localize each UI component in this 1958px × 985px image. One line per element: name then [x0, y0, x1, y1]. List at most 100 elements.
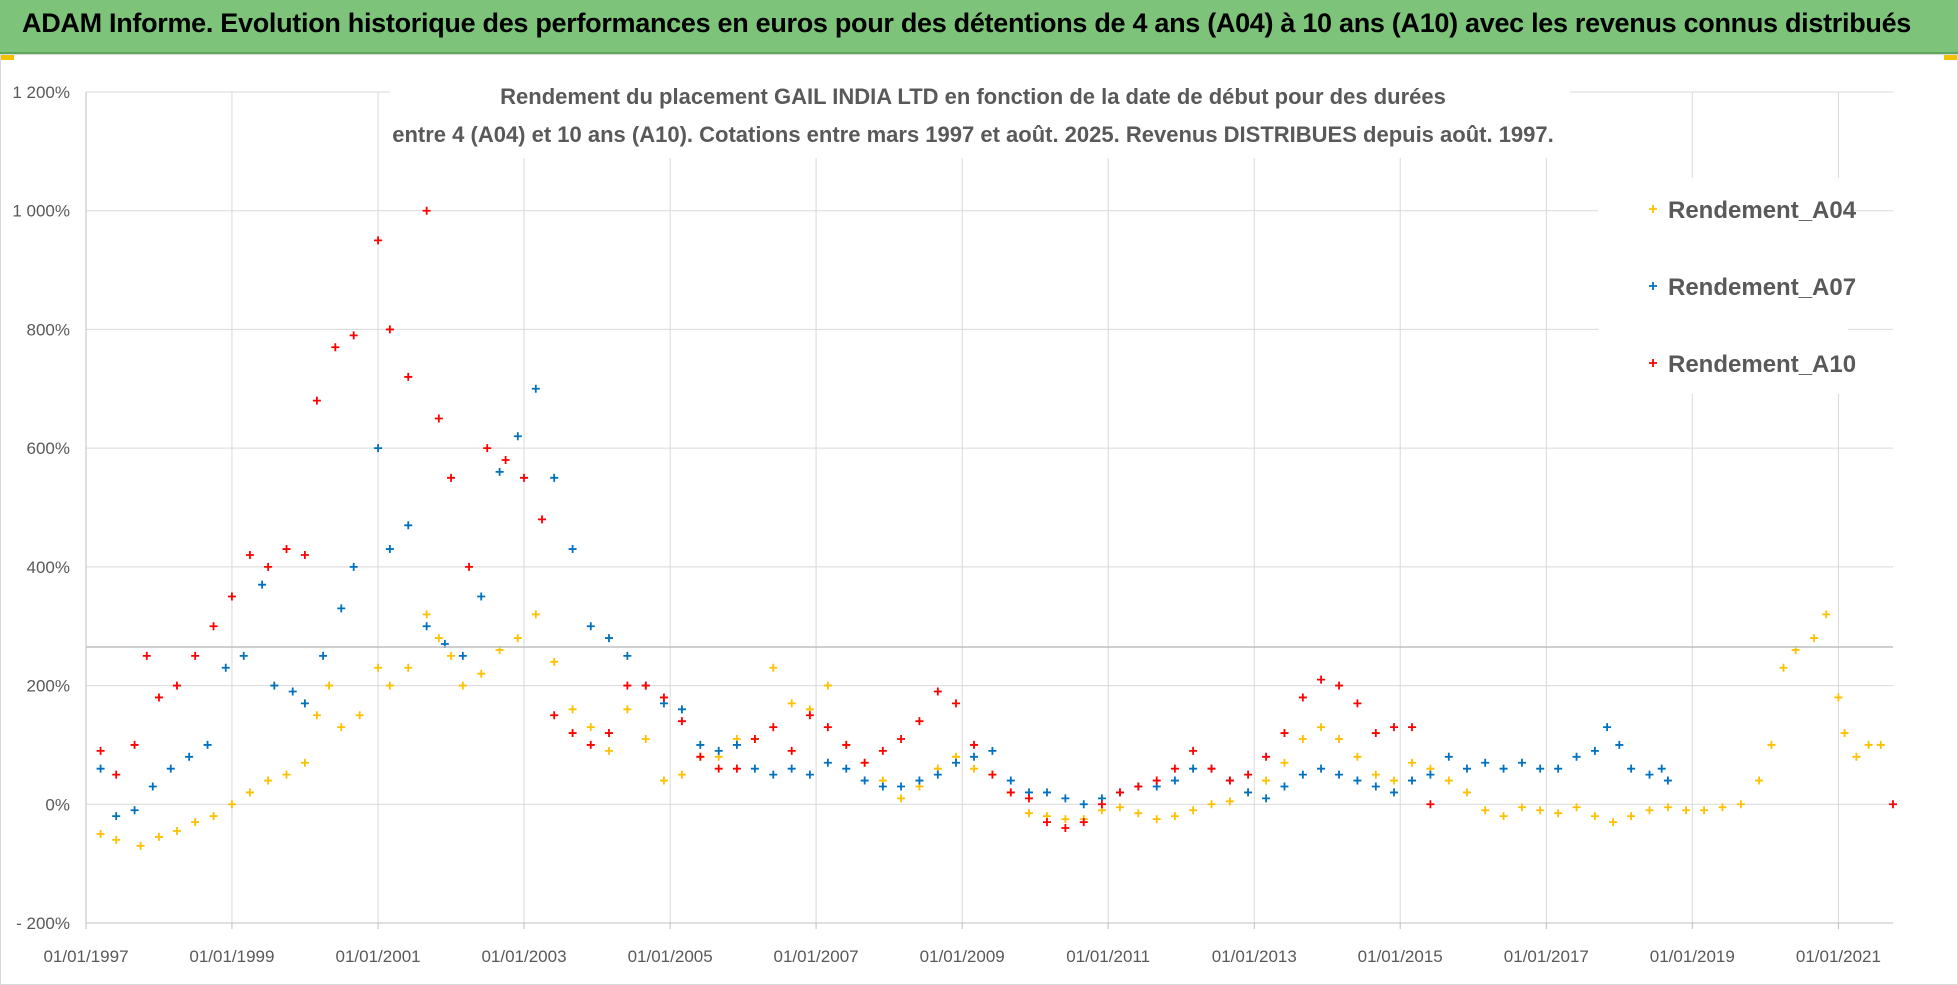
series-Rendement_A07: [96, 384, 1672, 821]
data-point: [258, 580, 267, 589]
data-point: [385, 325, 394, 334]
data-point: [1280, 729, 1289, 738]
data-point: [568, 729, 577, 738]
data-point: [477, 592, 486, 601]
data-point: [1317, 764, 1326, 773]
data-point: [1590, 746, 1599, 755]
data-point: [805, 770, 814, 779]
data-point: [1718, 803, 1727, 812]
data-point: [154, 693, 163, 702]
data-point: [300, 550, 309, 559]
data-point: [823, 723, 832, 732]
data-point: [769, 770, 778, 779]
data-point: [185, 752, 194, 761]
data-point: [1115, 788, 1124, 797]
data-point: [1152, 776, 1161, 785]
data-point: [1298, 734, 1307, 743]
data-point: [245, 550, 254, 559]
data-point: [1627, 812, 1636, 821]
data-point: [264, 562, 273, 571]
data-point: [96, 829, 105, 838]
y-tick-label: 400%: [27, 558, 70, 577]
data-point: [1390, 723, 1399, 732]
data-point: [1889, 800, 1897, 809]
x-tick-label: 01/01/2007: [774, 947, 859, 966]
data-point: [1572, 752, 1581, 761]
data-point: [623, 651, 632, 660]
data-point: [1298, 693, 1307, 702]
data-point: [1189, 806, 1198, 815]
data-point: [374, 663, 383, 672]
data-point: [952, 699, 961, 708]
data-point: [337, 723, 346, 732]
data-point: [209, 812, 218, 821]
data-point: [434, 634, 443, 643]
data-point: [1042, 818, 1051, 827]
data-point: [288, 687, 297, 696]
data-point: [860, 758, 869, 767]
data-point: [1115, 803, 1124, 812]
data-point: [586, 622, 595, 631]
data-point: [970, 740, 979, 749]
data-point: [1317, 723, 1326, 732]
legend-marker: [1649, 205, 1657, 213]
data-point: [1645, 770, 1654, 779]
data-point: [1767, 740, 1776, 749]
data-point: [1335, 770, 1344, 779]
data-point: [1444, 752, 1453, 761]
data-point: [1262, 776, 1271, 785]
data-point: [166, 764, 175, 773]
data-point: [385, 681, 394, 690]
data-point: [952, 758, 961, 767]
x-tick-label: 01/01/2015: [1358, 947, 1443, 966]
data-point: [142, 651, 151, 660]
data-point: [1244, 788, 1253, 797]
data-point: [732, 740, 741, 749]
data-point: [319, 651, 328, 660]
data-point: [191, 818, 200, 827]
data-point: [1353, 776, 1362, 785]
data-point: [172, 681, 181, 690]
data-point: [550, 711, 559, 720]
data-point: [112, 812, 121, 821]
data-point: [714, 746, 723, 755]
data-point: [1134, 782, 1143, 791]
data-point: [1207, 800, 1216, 809]
data-point: [1079, 800, 1088, 809]
data-point: [1262, 794, 1271, 803]
data-point: [337, 604, 346, 613]
data-point: [823, 681, 832, 690]
y-axis: - 200% 0% 200% 400% 600% 800% 1 000% 1 200%: [12, 83, 87, 933]
data-point: [96, 764, 105, 773]
data-point: [1609, 818, 1618, 827]
legend-label: Rendement_A10: [1668, 351, 1856, 378]
data-point: [1657, 764, 1666, 773]
data-point: [1517, 758, 1526, 767]
data-point: [1852, 752, 1861, 761]
data-point: [312, 711, 321, 720]
data-point: [750, 764, 759, 773]
data-point: [623, 681, 632, 690]
data-point: [988, 770, 997, 779]
data-point: [842, 764, 851, 773]
data-point: [458, 681, 467, 690]
data-point: [374, 236, 383, 245]
data-point: [1353, 699, 1362, 708]
data-point: [1024, 809, 1033, 818]
data-point: [1663, 803, 1672, 812]
data-point: [148, 782, 157, 791]
data-point: [1755, 776, 1764, 785]
data-point: [531, 610, 540, 619]
data-point: [154, 832, 163, 841]
data-point: [96, 746, 105, 755]
data-point: [282, 545, 291, 554]
data-point: [1444, 776, 1453, 785]
data-point: [1061, 824, 1070, 833]
data-point: [1736, 800, 1745, 809]
data-point: [1006, 776, 1015, 785]
data-point: [209, 622, 218, 631]
data-point: [1536, 806, 1545, 815]
data-point: [1024, 794, 1033, 803]
data-point: [1810, 634, 1819, 643]
